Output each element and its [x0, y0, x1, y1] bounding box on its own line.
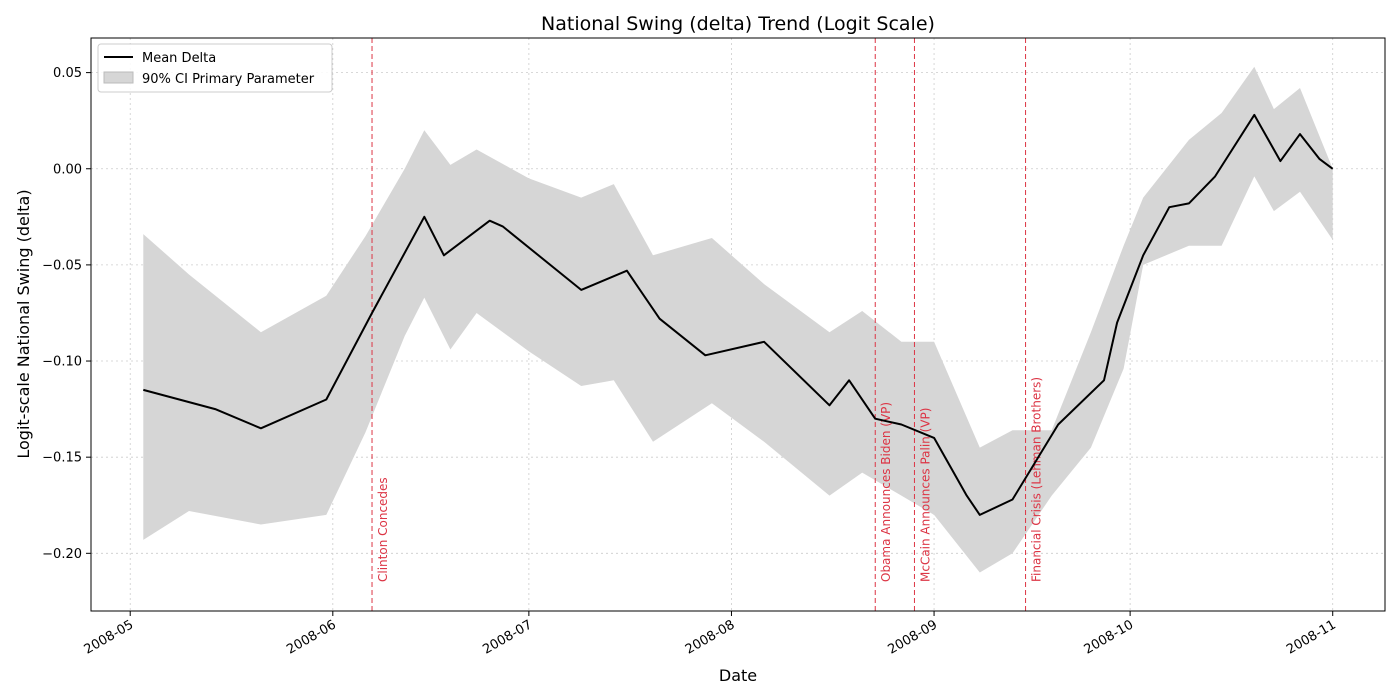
legend-label-band: 90% CI Primary Parameter: [142, 72, 315, 87]
mean-delta-line: [143, 113, 1334, 516]
chart-title: National Swing (delta) Trend (Logit Scal…: [541, 13, 935, 35]
y-tick-label: −0.10: [42, 355, 82, 370]
x-axis-title: Date: [719, 666, 757, 685]
y-axis: 0.05 0.00 −0.05 −0.10 −0.15 −0.20: [42, 66, 91, 562]
y-tick-label: −0.15: [42, 451, 82, 466]
ci-band: [143, 66, 1333, 573]
y-tick-label: −0.05: [42, 258, 82, 273]
y-tick-label: −0.20: [42, 547, 82, 562]
event-label: McCain Announces Palin (VP): [918, 408, 932, 582]
event-label: Obama Announces Biden (VP): [879, 402, 893, 582]
legend-box: [97, 43, 333, 93]
event-label: Financial Crisis (Lehman Brothers): [1030, 377, 1044, 582]
event-label: Clinton Concedes: [376, 477, 390, 582]
legend-label-mean: Mean Delta: [142, 51, 216, 66]
y-tick-label: 0.05: [53, 66, 82, 81]
event-markers: Clinton Concedes Obama Announces Biden (V…: [371, 38, 1044, 611]
ci-band-layer: [143, 66, 1333, 573]
mean-line-layer: [143, 113, 1334, 516]
legend-swatch-band: [103, 71, 134, 84]
plot-frame: [90, 37, 1386, 612]
legend: Mean Delta 90% CI Primary Parameter: [97, 43, 333, 93]
y-tick-label: 0.00: [53, 162, 82, 177]
y-axis-title: Logit-scale National Swing (delta): [14, 189, 33, 458]
